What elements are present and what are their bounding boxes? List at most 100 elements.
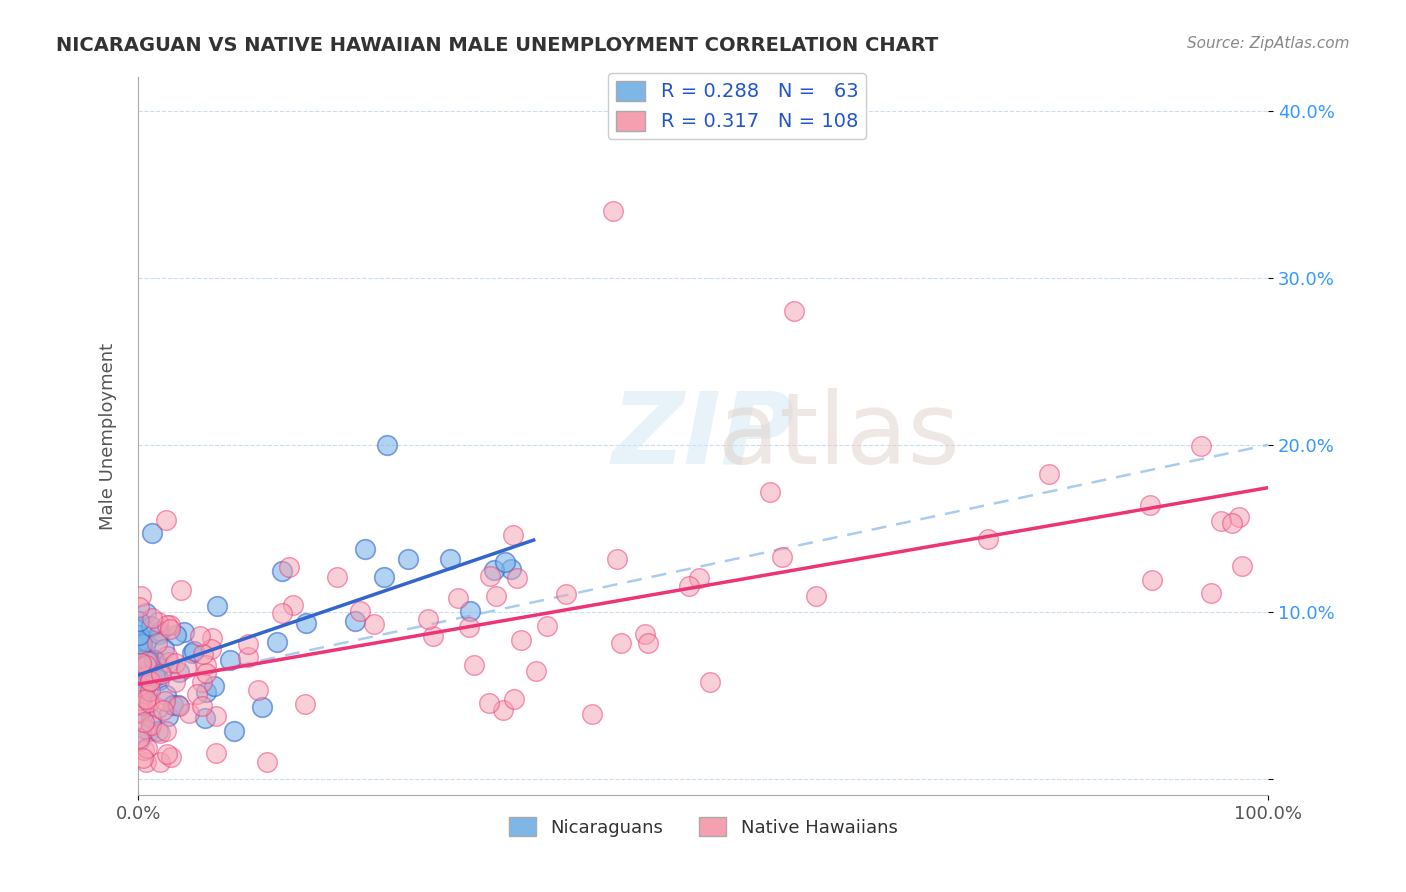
Point	[148, 723, 170, 738]
Point	[458, 619, 481, 633]
Point	[804, 589, 827, 603]
Point	[1209, 514, 1232, 528]
Point	[194, 711, 217, 725]
Point	[150, 667, 173, 681]
Point	[128, 734, 150, 748]
Point	[163, 675, 186, 690]
Point	[131, 669, 153, 683]
Point	[156, 648, 179, 663]
Point	[195, 685, 218, 699]
Point	[148, 755, 170, 769]
Point	[353, 541, 375, 556]
Point	[509, 633, 531, 648]
Point	[183, 644, 205, 658]
Point	[250, 699, 273, 714]
Point	[135, 691, 157, 706]
Point	[141, 526, 163, 541]
Point	[205, 709, 228, 723]
Text: atlas: atlas	[718, 388, 959, 485]
Point	[146, 701, 169, 715]
Point	[416, 612, 439, 626]
Point	[148, 615, 170, 630]
Point	[179, 706, 201, 720]
Point	[281, 599, 304, 613]
Point	[135, 607, 157, 621]
Point	[141, 619, 163, 633]
Point	[174, 661, 197, 675]
Point	[139, 710, 162, 724]
Point	[278, 559, 301, 574]
Point	[770, 549, 793, 564]
Point	[194, 658, 217, 673]
Text: NICARAGUAN VS NATIVE HAWAIIAN MALE UNEMPLOYMENT CORRELATION CHART: NICARAGUAN VS NATIVE HAWAIIAN MALE UNEMP…	[56, 36, 938, 54]
Point	[138, 654, 160, 668]
Point	[136, 654, 159, 668]
Point	[148, 673, 170, 688]
Point	[132, 742, 155, 756]
Point	[155, 723, 177, 738]
Point	[494, 555, 516, 569]
Point	[155, 513, 177, 527]
Point	[524, 664, 547, 678]
Point	[153, 641, 176, 656]
Point	[132, 687, 155, 701]
Point	[160, 749, 183, 764]
Point	[128, 633, 150, 648]
Point	[128, 731, 150, 745]
Point	[156, 708, 179, 723]
Point	[506, 571, 529, 585]
Point	[1227, 510, 1250, 524]
Point	[129, 589, 152, 603]
Point	[363, 616, 385, 631]
Point	[502, 527, 524, 541]
Point	[128, 627, 150, 641]
Point	[222, 723, 245, 738]
Point	[247, 683, 270, 698]
Point	[146, 635, 169, 649]
Point	[256, 755, 278, 769]
Point	[759, 485, 782, 500]
Point	[200, 631, 222, 645]
Point	[135, 658, 157, 673]
Point	[610, 636, 633, 650]
Point	[138, 724, 160, 739]
Point	[155, 747, 177, 761]
Point	[271, 607, 294, 621]
Point	[191, 699, 214, 714]
Point	[163, 657, 186, 671]
Point	[485, 590, 508, 604]
Text: Source: ZipAtlas.com: Source: ZipAtlas.com	[1187, 36, 1350, 51]
Point	[1140, 573, 1163, 587]
Point	[200, 642, 222, 657]
Point	[699, 674, 721, 689]
Point	[1230, 559, 1253, 574]
Point	[152, 703, 174, 717]
Point	[193, 647, 215, 661]
Point	[131, 751, 153, 765]
Point	[1220, 516, 1243, 530]
Point	[503, 691, 526, 706]
Point	[205, 746, 228, 760]
Point	[131, 681, 153, 696]
Point	[132, 686, 155, 700]
Point	[167, 665, 190, 680]
Point	[188, 629, 211, 643]
Point	[238, 637, 260, 651]
Point	[463, 657, 485, 672]
Point	[131, 633, 153, 648]
Y-axis label: Male Unemployment: Male Unemployment	[100, 343, 117, 530]
Point	[128, 693, 150, 707]
Point	[1201, 586, 1223, 600]
Point	[782, 304, 804, 318]
Point	[134, 723, 156, 737]
Point	[218, 653, 240, 667]
Point	[606, 552, 628, 566]
Point	[1139, 498, 1161, 512]
Point	[492, 703, 515, 717]
Point	[128, 693, 150, 707]
Point	[129, 689, 152, 703]
Point	[148, 659, 170, 673]
Point	[602, 204, 624, 219]
Point	[581, 706, 603, 721]
Point	[266, 635, 288, 649]
